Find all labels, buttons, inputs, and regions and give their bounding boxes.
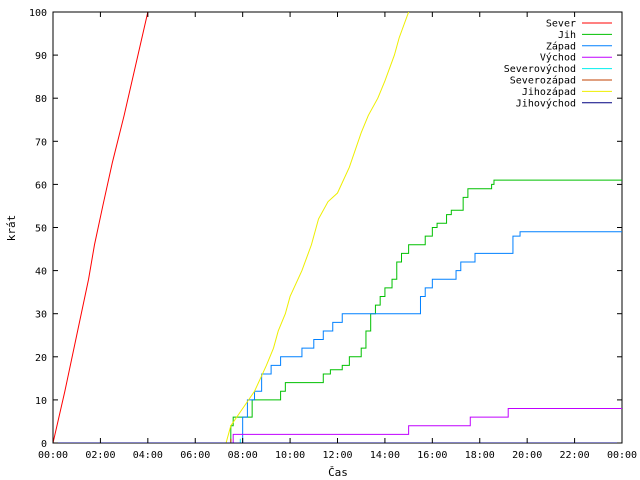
y-tick-label: 30: [35, 310, 47, 321]
x-tick-label: 12:00: [322, 450, 352, 461]
x-axis-label: Čas: [328, 466, 348, 479]
series-line-jihozapad: [225, 12, 410, 443]
legend-label-jih: Jih: [558, 30, 576, 41]
x-tick-label: 06:00: [180, 450, 210, 461]
y-tick-label: 80: [35, 94, 47, 105]
series-line-sever: [53, 12, 149, 443]
series-line-jih: [53, 179, 622, 443]
series-line-zapad: [53, 231, 622, 443]
x-tick-label: 16:00: [417, 450, 447, 461]
legend-label-sever: Sever: [546, 19, 576, 30]
y-tick-label: 50: [35, 224, 47, 235]
x-tick-label: 00:00: [607, 450, 637, 461]
legend-label-jihozapad: Jihozápad: [522, 86, 576, 98]
y-tick-label: 0: [41, 439, 47, 450]
x-tick-label: 04:00: [133, 450, 163, 461]
x-tick-label: 14:00: [370, 450, 400, 461]
legend-label-jihovychod: Jihovýchod: [516, 97, 576, 109]
series-layer: [53, 12, 622, 443]
x-tick-label: 18:00: [465, 450, 495, 461]
y-tick-label: 100: [29, 8, 47, 19]
series-line-severozapad: [53, 438, 232, 443]
x-tick-label: 10:00: [275, 450, 305, 461]
legend-label-zapad: Západ: [546, 40, 576, 52]
series-line-vychod: [53, 408, 622, 443]
legend-label-severozapad: Severozápad: [510, 75, 576, 87]
y-tick-label: 70: [35, 137, 47, 148]
x-tick-label: 00:00: [38, 450, 68, 461]
y-tick-label: 90: [35, 51, 47, 62]
x-tick-label: 22:00: [560, 450, 590, 461]
x-tick-label: 02:00: [85, 450, 115, 461]
x-tick-label: 20:00: [512, 450, 542, 461]
y-tick-label: 60: [35, 180, 47, 191]
y-tick-label: 40: [35, 267, 47, 278]
x-tick-label: 08:00: [228, 450, 258, 461]
series-line-severovychod: [53, 438, 241, 443]
legend: SeverJihZápadVýchodSeverovýchodSeverozáp…: [504, 19, 612, 109]
ticks-layer: 00:00 02:00 04:00 06:00 08:00 10:00 12:00 14:00…: [29, 8, 637, 461]
y-tick-label: 10: [35, 396, 47, 407]
y-axis-label: krát: [5, 215, 18, 242]
legend-label-severovychod: Severovýchod: [504, 63, 576, 75]
y-tick-label: 20: [35, 353, 47, 364]
legend-label-vychod: Východ: [540, 52, 576, 64]
